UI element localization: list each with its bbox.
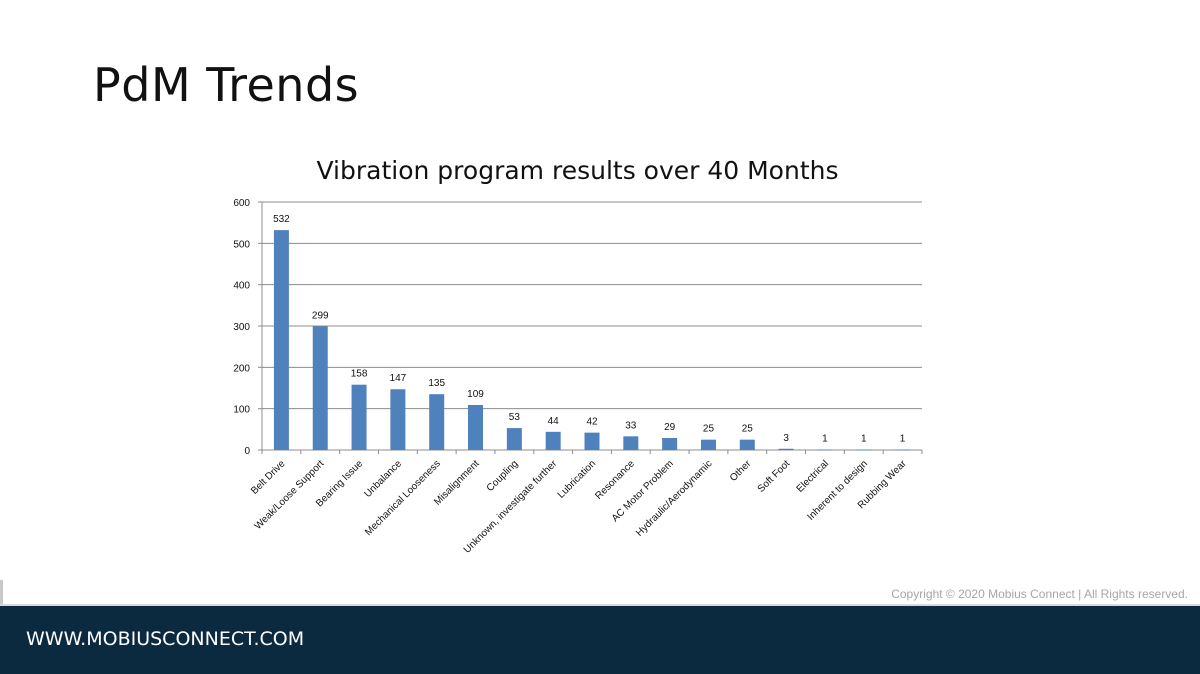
data-label: 1 (900, 434, 906, 445)
category-label: Unbalance (362, 458, 404, 500)
page-edge-divider (0, 580, 3, 604)
category-label: Electrical (795, 458, 831, 494)
category-label: Lubrication (556, 458, 598, 500)
data-label: 3 (783, 433, 789, 444)
category-label: Belt Drive (249, 458, 288, 497)
category-label: Other (728, 458, 754, 484)
y-tick-label: 0 (244, 446, 250, 457)
y-tick-label: 500 (233, 239, 250, 250)
bar (584, 432, 600, 450)
bar (545, 431, 561, 450)
chart-title: Vibration program results over 40 Months (316, 156, 839, 185)
data-labels: 532 299 158 147 135 109 53 44 42 33 29 25 25 3 1 1 1 (273, 214, 906, 444)
data-label: 25 (703, 424, 715, 435)
bar (856, 449, 872, 451)
category-label: Weak/Loose Support (253, 458, 327, 532)
data-label: 29 (664, 422, 676, 433)
bar (506, 428, 522, 450)
bar (390, 389, 406, 450)
y-tick-label: 300 (233, 322, 250, 333)
bar (662, 438, 678, 450)
footer-bar: WWW.MOBIUSCONNECT.COM (0, 604, 1200, 674)
bar (468, 404, 484, 450)
bar (351, 384, 367, 450)
y-tick-labels: 0 100 200 300 400 500 600 (233, 198, 250, 457)
category-label: Mechanical Looseness (363, 458, 443, 538)
y-tick-label: 200 (233, 363, 250, 374)
data-label: 25 (742, 424, 754, 435)
data-label: 1 (861, 434, 867, 445)
bar (739, 439, 755, 450)
footer-website-link[interactable]: WWW.MOBIUSCONNECT.COM (26, 628, 305, 650)
y-tick-label: 100 (233, 405, 250, 416)
data-label: 158 (351, 369, 368, 380)
bar (700, 439, 716, 450)
bar (312, 326, 328, 450)
category-label: Coupling (485, 458, 521, 494)
data-label: 109 (467, 389, 484, 400)
bar (895, 449, 911, 451)
bar (778, 448, 794, 450)
data-label: 299 (312, 310, 329, 321)
y-tick-label: 400 (233, 281, 250, 292)
category-label: Soft Foot (756, 458, 793, 495)
data-label: 53 (509, 412, 521, 423)
data-label: 135 (428, 378, 445, 389)
category-label: Hydraulic/Aerodynamic (634, 458, 714, 538)
bar (817, 449, 833, 451)
data-label: 532 (273, 214, 290, 225)
data-label: 44 (548, 416, 560, 427)
data-label: 33 (625, 420, 637, 431)
data-label: 42 (586, 417, 598, 428)
bar-chart: 532 299 158 147 135 109 53 44 42 33 29 25 25 3 1 1 1 0 10… (233, 198, 923, 556)
slide-title: PdM Trends (93, 58, 360, 112)
y-tick-label: 600 (233, 198, 250, 209)
bars (273, 230, 911, 451)
bar (273, 230, 289, 450)
copyright-notice: Copyright © 2020 Mobius Connect | All Ri… (891, 587, 1188, 601)
data-label: 147 (390, 373, 407, 384)
bar (623, 436, 639, 450)
data-label: 1 (822, 434, 828, 445)
bar (429, 394, 445, 450)
